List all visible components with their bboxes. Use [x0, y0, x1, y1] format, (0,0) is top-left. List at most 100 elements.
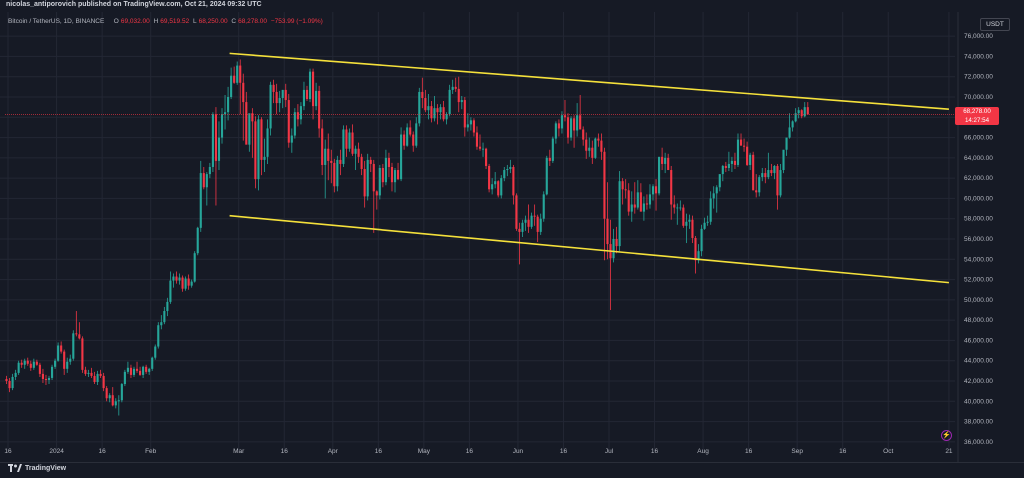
candle	[679, 200, 682, 211]
candle	[230, 67, 233, 100]
candle	[733, 152, 737, 170]
candle	[752, 151, 755, 191]
candle	[430, 101, 433, 123]
tradingview-logo-icon	[8, 464, 22, 472]
candle	[739, 133, 743, 146]
x-tick-label: 16	[651, 448, 659, 455]
y-tick-label: 38,000.00	[964, 419, 993, 426]
channel-line-upper[interactable]	[229, 52, 949, 110]
candle	[409, 120, 412, 137]
candle	[794, 108, 797, 123]
candle	[60, 341, 63, 354]
candle	[302, 81, 306, 111]
channel-line-lower[interactable]	[229, 214, 950, 284]
candle	[566, 113, 570, 144]
candle	[196, 226, 199, 256]
candle	[594, 137, 597, 159]
candle	[697, 244, 700, 264]
change-value: −753.99 (−1.09%)	[270, 18, 323, 25]
candle	[609, 219, 612, 310]
candle	[673, 195, 676, 214]
candle	[715, 185, 718, 213]
y-tick-label: 72,000.00	[964, 74, 993, 81]
y-tick-label: 60,000.00	[964, 195, 993, 202]
candle	[57, 342, 60, 362]
x-tick-label: 16	[745, 448, 753, 455]
candle	[639, 183, 642, 212]
candle	[606, 182, 609, 260]
candle	[151, 356, 154, 371]
candle	[254, 116, 257, 189]
candle	[685, 213, 688, 244]
candle	[199, 160, 202, 232]
candle	[582, 126, 585, 146]
lightning-icon[interactable]: ⚡	[941, 430, 952, 441]
low-value: 68,250.00	[198, 18, 228, 25]
candle	[84, 366, 87, 376]
candle	[542, 191, 545, 222]
candle	[706, 215, 709, 226]
candle	[591, 140, 594, 164]
candle	[500, 175, 503, 199]
x-tick-label: 16	[99, 448, 107, 455]
candle	[284, 83, 287, 108]
candle	[108, 393, 111, 403]
y-tick-label: 76,000.00	[964, 33, 993, 40]
candle	[527, 204, 530, 233]
candle	[220, 108, 224, 144]
candle	[676, 203, 679, 225]
candle	[460, 95, 463, 110]
y-tick-label: 36,000.00	[964, 439, 993, 446]
axes: 76,000.0074,000.0072,000.0070,000.0068,0…	[4, 12, 993, 462]
candle	[545, 155, 548, 196]
candle	[38, 362, 41, 377]
candle	[800, 109, 803, 119]
candle	[764, 168, 767, 184]
x-tick-label: Aug	[697, 448, 709, 455]
candle	[630, 191, 633, 222]
candle	[318, 85, 321, 138]
tradingview-logo[interactable]: TradingView	[8, 464, 66, 472]
symbol-title[interactable]: Bitcoin / TetherUS, 1D, BINANCE	[8, 18, 105, 25]
candle	[667, 153, 670, 171]
candle	[14, 369, 17, 380]
candle	[372, 159, 375, 233]
y-tick-label: 50,000.00	[964, 297, 993, 304]
candle	[324, 139, 327, 199]
candle	[217, 121, 221, 171]
currency-button[interactable]: USDT	[980, 18, 1010, 31]
candle	[700, 224, 703, 257]
candle	[457, 76, 460, 113]
candle	[321, 119, 324, 176]
candle	[211, 112, 214, 173]
candle	[135, 361, 139, 373]
candle	[727, 151, 730, 172]
candle	[418, 87, 421, 127]
x-tick-label: 16	[375, 448, 383, 455]
high-value: 69,519.52	[160, 18, 190, 25]
candle	[23, 358, 26, 369]
candle	[600, 133, 603, 160]
x-tick-label: 16	[4, 448, 12, 455]
candle	[287, 93, 290, 148]
candle	[296, 104, 299, 127]
candle	[539, 213, 542, 235]
candle	[148, 367, 151, 375]
candle	[518, 222, 521, 265]
candle	[50, 364, 54, 380]
candle	[597, 133, 600, 147]
candle	[396, 162, 400, 181]
candle	[139, 366, 142, 376]
y-tick-label: 48,000.00	[964, 317, 993, 324]
candle	[403, 130, 406, 150]
candle	[618, 171, 621, 252]
candle	[563, 100, 567, 122]
y-tick-label: 42,000.00	[964, 378, 993, 385]
candle	[557, 119, 560, 137]
y-tick-label: 40,000.00	[964, 398, 993, 405]
x-tick-label: 16	[466, 448, 474, 455]
candle	[93, 371, 96, 385]
candle	[348, 128, 351, 152]
candle	[548, 149, 551, 166]
